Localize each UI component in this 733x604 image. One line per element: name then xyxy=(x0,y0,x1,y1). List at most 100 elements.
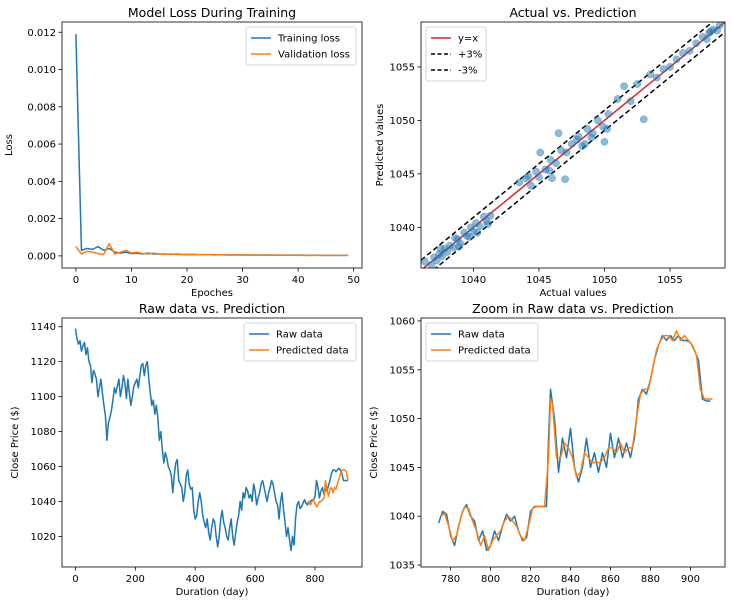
series-line xyxy=(437,334,711,552)
y-tick-label: 1120 xyxy=(31,357,56,368)
scatter-point xyxy=(562,148,571,157)
legend-label: Raw data xyxy=(458,330,505,341)
x-tick-label: 800 xyxy=(305,574,324,585)
y-tick-label: 0.010 xyxy=(27,65,56,76)
scatter-point xyxy=(613,95,622,103)
scatter-point xyxy=(679,49,687,57)
scatter-point xyxy=(583,125,592,133)
y-tick-label: 1050 xyxy=(390,116,415,127)
x-tick-label: 1045 xyxy=(526,275,551,286)
legend-label: Validation loss xyxy=(278,50,350,61)
series-line xyxy=(75,34,349,257)
y-axis-label: Predicted values xyxy=(375,104,386,187)
x-tick-label: 200 xyxy=(126,574,145,585)
x-tick-label: 800 xyxy=(481,574,500,585)
x-tick-label: 820 xyxy=(521,574,540,585)
scatter-point xyxy=(594,116,602,125)
legend: Raw data Predicted data xyxy=(243,322,357,362)
legend: Raw data Predicted data xyxy=(425,322,539,362)
x-tick-label: 1040 xyxy=(461,275,486,286)
scatter-point xyxy=(476,222,484,231)
y-tick-label: 1040 xyxy=(31,497,56,508)
legend-label: -3% xyxy=(458,66,477,77)
x-tick-label: 30 xyxy=(236,275,249,286)
x-tick-label: 0 xyxy=(73,275,79,286)
series-line xyxy=(75,243,349,257)
legend: y=x +3% -3% xyxy=(425,26,487,82)
legend-label: +3% xyxy=(458,50,482,61)
scatter-point xyxy=(436,244,445,253)
series-line xyxy=(74,328,348,552)
scatter-point xyxy=(535,173,543,181)
x-tick-label: 880 xyxy=(641,574,660,585)
y-tick-label: 0.008 xyxy=(27,102,56,113)
scatter-point xyxy=(438,252,446,261)
scatter-point xyxy=(604,110,613,118)
scatter-point xyxy=(451,234,459,242)
legend-box xyxy=(425,322,539,362)
x-tick-label: 780 xyxy=(441,574,460,585)
y-tick-label: 1035 xyxy=(390,561,415,572)
scatter-point xyxy=(548,174,556,183)
legend-label: y=x xyxy=(458,34,478,45)
scatter-point xyxy=(639,115,648,124)
y-tick-label: 1140 xyxy=(31,322,56,333)
y-tick-label: 1045 xyxy=(390,463,415,474)
scatter-point xyxy=(574,132,583,141)
scatter-point xyxy=(527,181,535,190)
x-tick-label: 1055 xyxy=(657,275,682,286)
legend-box xyxy=(243,322,357,362)
chart-3: Raw data vs. Prediction Duration (day) Clo… xyxy=(10,301,363,598)
scatter-point xyxy=(587,133,596,142)
y-tick-label: 1060 xyxy=(390,316,415,327)
chart-2: Actual vs. Prediction Actual values Predic… xyxy=(375,5,726,299)
x-tick-label: 600 xyxy=(246,574,265,585)
scatter-point xyxy=(580,140,589,148)
legend-label: Predicted data xyxy=(276,346,349,357)
x-tick-label: 40 xyxy=(292,275,305,286)
scatter-point xyxy=(685,47,694,55)
y-tick-label: 1040 xyxy=(390,223,415,234)
scatter-point xyxy=(659,65,668,73)
scatter-point xyxy=(561,175,569,184)
chart-title: Actual vs. Prediction xyxy=(509,5,636,20)
scatter-point xyxy=(567,140,576,148)
reference-line xyxy=(421,22,714,261)
scatter-point xyxy=(524,172,533,180)
y-axis-label: Loss xyxy=(4,134,15,156)
series-line xyxy=(307,469,349,508)
y-axis-label: Close Price ($) xyxy=(10,406,21,478)
scatter-point xyxy=(666,63,674,71)
scatter-point xyxy=(554,129,563,138)
x-tick-label: 840 xyxy=(561,574,580,585)
legend-box xyxy=(425,26,487,82)
y-tick-label: 1055 xyxy=(390,365,415,376)
y-tick-label: 0.002 xyxy=(27,214,56,225)
scatter-point xyxy=(473,228,482,237)
scatter-point xyxy=(427,260,436,268)
series-line xyxy=(440,329,713,552)
legend-box xyxy=(245,26,357,66)
scatter-point xyxy=(715,22,724,30)
y-tick-label: 1055 xyxy=(390,62,415,73)
chart-4: Zoom in Raw data vs. Prediction Duration … xyxy=(369,301,726,598)
scatter-point xyxy=(486,211,495,220)
plot-area xyxy=(437,329,713,552)
scatter-point xyxy=(552,159,560,168)
scatter-point xyxy=(443,248,452,256)
scatter-point xyxy=(633,80,642,88)
scatter-point xyxy=(706,27,715,36)
scatter-point xyxy=(483,220,492,228)
legend-label: Raw data xyxy=(276,330,323,341)
scatter-point xyxy=(545,166,554,175)
scatter-point xyxy=(653,73,661,82)
legend-label: Training loss xyxy=(277,34,340,45)
plot-area xyxy=(74,328,349,552)
y-tick-label: 1050 xyxy=(390,414,415,425)
scatter-point xyxy=(421,257,429,266)
chart-1: Model Loss During Training Epoches Loss 0 10… xyxy=(4,5,363,299)
x-axis-label: Actual values xyxy=(539,288,606,299)
chart-title: Model Loss During Training xyxy=(128,5,296,20)
y-tick-label: 1100 xyxy=(31,392,56,403)
